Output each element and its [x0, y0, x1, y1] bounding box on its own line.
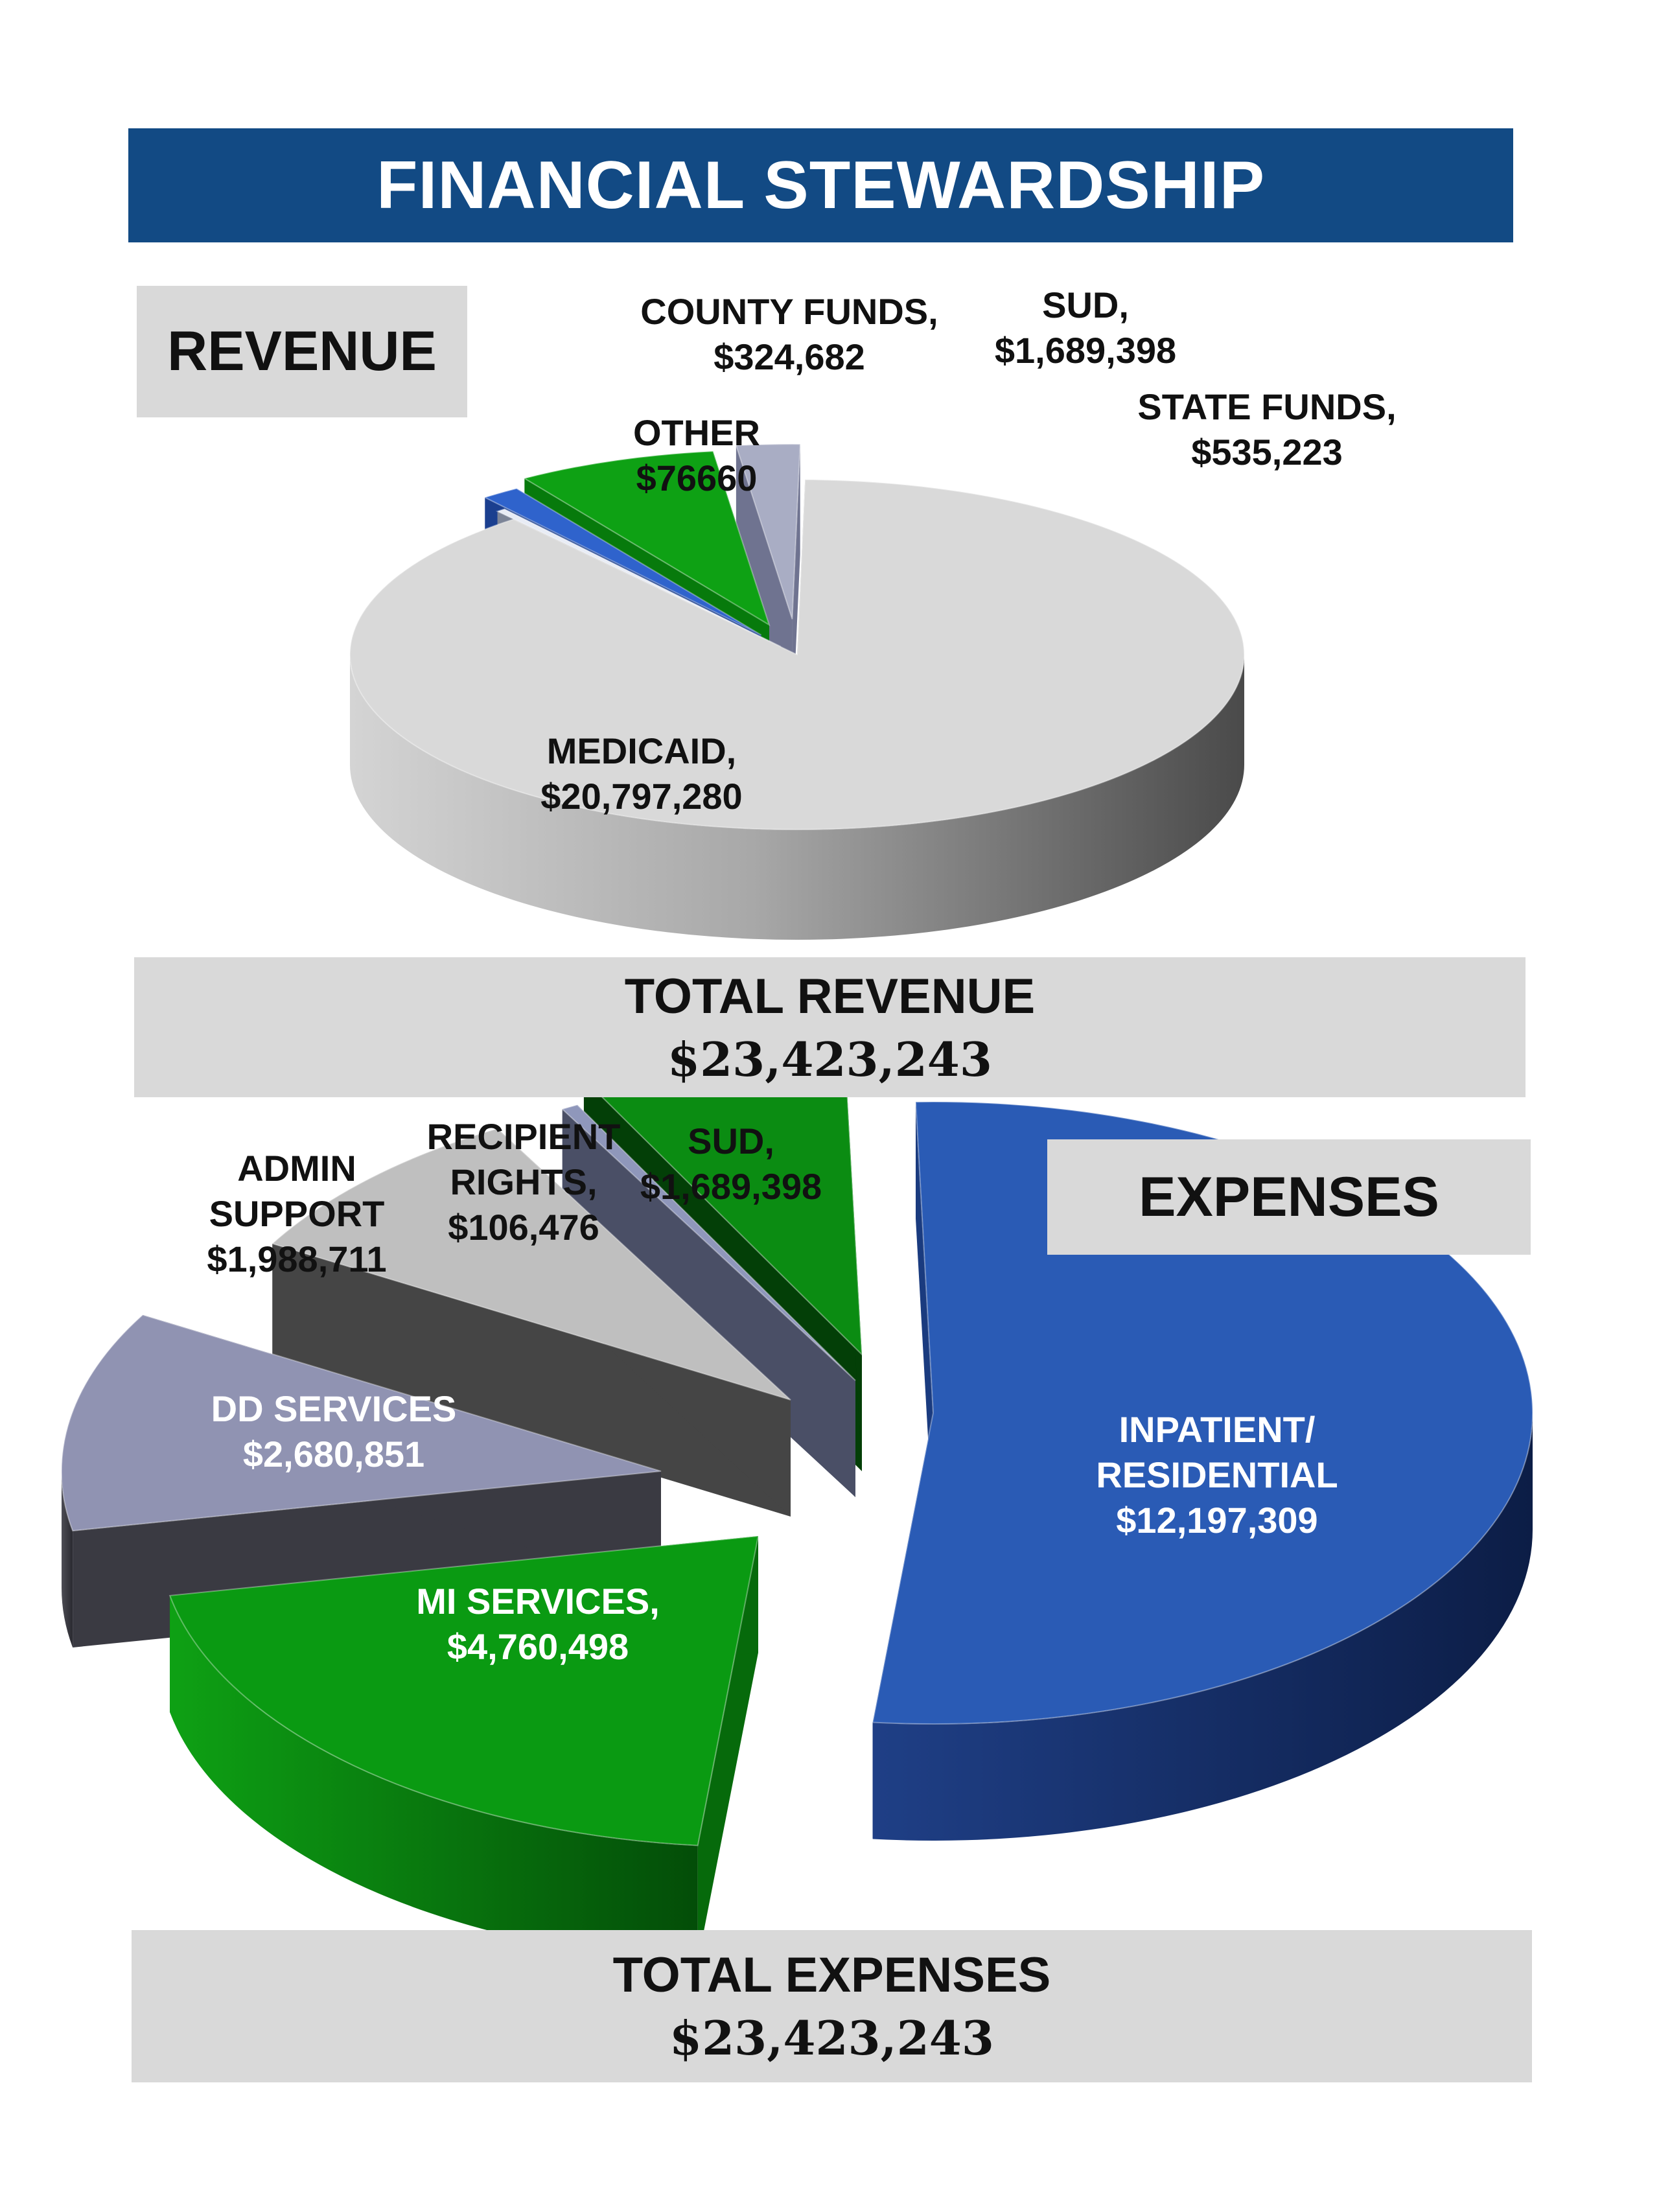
- expenses-pie: [61, 1043, 1533, 1962]
- expenses-slice-mi-services: [168, 1535, 760, 1962]
- revenue-slice-medicaid: [349, 479, 1245, 940]
- expenses-slice-inpatient-residential: [872, 1100, 1533, 1841]
- revenue-label-sud: SUD, $1,689,398: [995, 285, 1176, 371]
- expenses-label-mi-services: MI SERVICES, $4,760,498: [416, 1581, 660, 1667]
- revenue-slice-top: [735, 443, 801, 620]
- revenue-label-state-funds: STATE FUNDS, $535,223: [1137, 386, 1396, 472]
- expenses-slice-side: [170, 1595, 698, 1962]
- expenses-label-dd-services: DD SERVICES $2,680,851: [211, 1388, 457, 1474]
- revenue-label-box: REVENUE: [137, 286, 467, 417]
- expenses-slice-top: [561, 1104, 856, 1381]
- expenses-label-sud: SUD, $1,689,398: [640, 1121, 822, 1207]
- expenses-slice-side: [62, 1471, 73, 1647]
- expenses-slice-top: [872, 1100, 1533, 1725]
- revenue-label-medicaid: MEDICAID, $20,797,280: [540, 730, 742, 817]
- expenses-slice-top: [271, 1128, 791, 1401]
- expenses-label-recipient-rights: RECIPIENT RIGHTS, $106,476: [427, 1116, 621, 1248]
- revenue-label: REVENUE: [167, 320, 437, 382]
- expenses-slice-cut-face: [272, 1243, 791, 1517]
- expenses-slice-side: [872, 1413, 1533, 1841]
- expenses-label-admin-support: ADMIN SUPPORT $1,988,711: [207, 1148, 386, 1279]
- revenue-slice-side: [350, 655, 1244, 940]
- expenses-slice-admin-support: [271, 1128, 791, 1517]
- total-expenses-value: $23,423,243: [669, 2010, 994, 2066]
- expenses-slice-top: [168, 1535, 760, 1846]
- expenses-label-box: EXPENSES: [1047, 1139, 1531, 1255]
- page-title: FINANCIAL STEWARDSHIP: [376, 147, 1266, 223]
- total-expenses-box: TOTAL EXPENSES $23,423,243: [132, 1930, 1532, 2082]
- expenses-label: EXPENSES: [1139, 1165, 1439, 1228]
- revenue-slice-top: [522, 450, 771, 627]
- expenses-label-inpatient-residential: INPATIENT/RESIDENTIAL $12,197,309: [1096, 1409, 1338, 1541]
- revenue-slice-top: [483, 487, 762, 636]
- expenses-slice-cut-face: [915, 1102, 933, 1530]
- revenue-pie: [349, 443, 1245, 940]
- slice-labels: MEDICAID, $20,797,280 OTHER $76660 COUNTY FU…: [207, 285, 1396, 1667]
- page-banner: FINANCIAL STEWARDSHIP: [128, 128, 1513, 242]
- expenses-slice-top: [61, 1314, 662, 1532]
- revenue-label-other: OTHER $76660: [633, 412, 760, 498]
- total-revenue-value: $23,423,243: [667, 1031, 992, 1087]
- total-revenue-title: TOTAL REVENUE: [624, 968, 1036, 1024]
- revenue-slice-top: [495, 508, 782, 647]
- total-revenue-box: TOTAL REVENUE $23,423,243: [134, 957, 1526, 1097]
- revenue-label-county-funds: COUNTY FUNDS, $324,682: [640, 291, 938, 377]
- total-expenses-title: TOTAL EXPENSES: [612, 1948, 1051, 2003]
- revenue-slice-top: [349, 479, 1245, 830]
